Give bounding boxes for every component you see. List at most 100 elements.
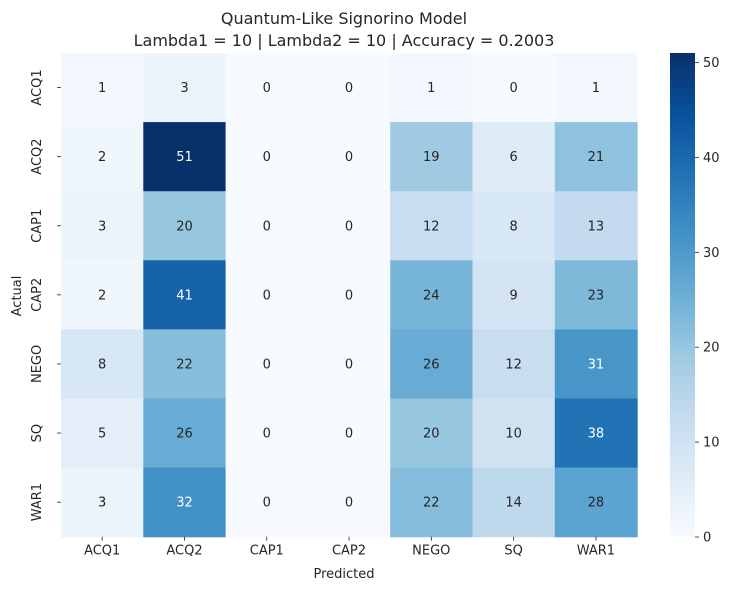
heatmap-cell bbox=[307, 467, 391, 538]
cell-value-label: 26 bbox=[423, 357, 440, 372]
heatmap-cell bbox=[143, 53, 227, 123]
cell-value-label: 9 bbox=[509, 288, 517, 303]
heatmap-cell bbox=[61, 398, 144, 469]
heatmap-cell bbox=[390, 260, 474, 330]
y-tick-label: SQ bbox=[30, 424, 45, 442]
cell-value-label: 0 bbox=[345, 427, 353, 442]
heatmap-cell bbox=[61, 260, 144, 330]
cell-value-label: 41 bbox=[176, 288, 193, 303]
heatmap-cell bbox=[554, 122, 638, 192]
x-tick-label: CAP1 bbox=[250, 544, 284, 559]
x-tick-label: NEGO bbox=[412, 544, 450, 559]
heatmap-cell bbox=[225, 329, 309, 400]
cell-value-label: 14 bbox=[505, 496, 522, 511]
cell-value-label: 51 bbox=[176, 150, 193, 165]
x-tick-label: ACQ1 bbox=[84, 544, 120, 559]
heatmap-cell bbox=[472, 329, 556, 400]
heatmap-cell bbox=[390, 53, 474, 123]
cell-value-label: 0 bbox=[263, 219, 271, 234]
colorbar-tick-label: 20 bbox=[703, 341, 720, 356]
x-tick-label: ACQ2 bbox=[166, 544, 202, 559]
heatmap-cell bbox=[554, 191, 638, 261]
heatmap-cell bbox=[225, 398, 309, 469]
heatmap-cell bbox=[61, 53, 144, 123]
cell-value-label: 1 bbox=[592, 81, 600, 96]
heatmap-cell bbox=[472, 467, 556, 538]
cell-value-label: 38 bbox=[588, 427, 605, 442]
cell-value-label: 1 bbox=[427, 81, 435, 96]
cell-value-label: 0 bbox=[345, 496, 353, 511]
heatmap-cell bbox=[143, 398, 227, 469]
cell-value-label: 1 bbox=[98, 81, 106, 96]
heatmap-cell bbox=[61, 329, 144, 400]
cell-value-label: 0 bbox=[345, 219, 353, 234]
cell-value-label: 3 bbox=[98, 496, 106, 511]
cell-value-label: 12 bbox=[423, 219, 440, 234]
cell-value-label: 21 bbox=[588, 150, 605, 165]
heatmap-cell bbox=[307, 191, 391, 261]
x-tick-label: CAP2 bbox=[332, 544, 366, 559]
colorbar-tick-label: 0 bbox=[703, 531, 711, 546]
cell-value-label: 0 bbox=[263, 81, 271, 96]
cell-value-label: 0 bbox=[345, 288, 353, 303]
heatmap-cell bbox=[472, 191, 556, 261]
cell-value-label: 28 bbox=[588, 496, 605, 511]
cell-value-label: 20 bbox=[423, 427, 440, 442]
cell-value-label: 22 bbox=[176, 357, 193, 372]
heatmap-cell bbox=[143, 329, 227, 400]
heatmap-cell bbox=[472, 122, 556, 192]
heatmap-cell bbox=[390, 191, 474, 261]
cell-value-label: 5 bbox=[98, 427, 106, 442]
cell-value-label: 6 bbox=[509, 150, 517, 165]
cell-value-label: 8 bbox=[509, 219, 517, 234]
cell-value-label: 8 bbox=[98, 357, 106, 372]
heatmap-cell bbox=[554, 398, 638, 469]
y-tick-label: NEGO bbox=[30, 345, 45, 383]
heatmap-cell bbox=[225, 122, 309, 192]
heatmap-cell bbox=[225, 467, 309, 538]
cell-value-label: 31 bbox=[588, 357, 605, 372]
heatmap-cell bbox=[225, 260, 309, 330]
heatmap-cell bbox=[61, 191, 144, 261]
heatmap-cell bbox=[307, 122, 391, 192]
heatmap-cell bbox=[143, 467, 227, 538]
cell-value-label: 20 bbox=[176, 219, 193, 234]
cell-value-label: 0 bbox=[263, 288, 271, 303]
heatmap-cell bbox=[143, 122, 227, 192]
cell-value-label: 0 bbox=[345, 150, 353, 165]
heatmap-cell bbox=[61, 467, 144, 538]
colorbar-tick-label: 10 bbox=[703, 436, 720, 451]
heatmap-cell bbox=[554, 260, 638, 330]
cell-value-label: 3 bbox=[180, 81, 188, 96]
colorbar-tick-label: 40 bbox=[703, 151, 720, 166]
cell-value-label: 0 bbox=[345, 357, 353, 372]
cell-value-label: 2 bbox=[98, 288, 106, 303]
cell-value-label: 12 bbox=[505, 357, 522, 372]
colorbar-tick-label: 50 bbox=[703, 56, 720, 71]
cell-value-label: 2 bbox=[98, 150, 106, 165]
heatmap-cell bbox=[472, 398, 556, 469]
y-tick-label: CAP1 bbox=[30, 209, 45, 243]
cell-value-label: 10 bbox=[505, 427, 522, 442]
heatmap-cell bbox=[307, 260, 391, 330]
cell-value-label: 13 bbox=[588, 219, 605, 234]
heatmap-cell bbox=[225, 191, 309, 261]
cell-value-label: 22 bbox=[423, 496, 440, 511]
cell-value-label: 26 bbox=[176, 427, 193, 442]
cell-value-label: 24 bbox=[423, 288, 440, 303]
x-tick-label: WAR1 bbox=[577, 544, 615, 559]
heatmap-cell bbox=[472, 260, 556, 330]
y-tick-label: CAP2 bbox=[30, 278, 45, 312]
heatmap-cell bbox=[61, 122, 144, 192]
cell-value-label: 23 bbox=[588, 288, 605, 303]
x-axis-label: Predicted bbox=[313, 567, 374, 582]
y-axis-ticks: ACQ1 ACQ2 CAP1 CAP2 NEGO SQ WAR1 bbox=[30, 69, 61, 521]
colorbar: 0 10 20 30 40 50 bbox=[670, 53, 720, 546]
x-axis-ticks: ACQ1 ACQ2 CAP1 CAP2 NEGO SQ WAR1 bbox=[84, 536, 615, 559]
cell-value-label: 0 bbox=[263, 427, 271, 442]
cell-value-label: 0 bbox=[263, 150, 271, 165]
heatmap-cell bbox=[225, 53, 309, 123]
heatmap-cells: 1 3 0 0 1 0 12 51 0 0 19 6 213 20 0 0 12 8 132 41 0 0 24 9 238 22… bbox=[61, 53, 638, 538]
heatmap-cell bbox=[307, 53, 391, 123]
